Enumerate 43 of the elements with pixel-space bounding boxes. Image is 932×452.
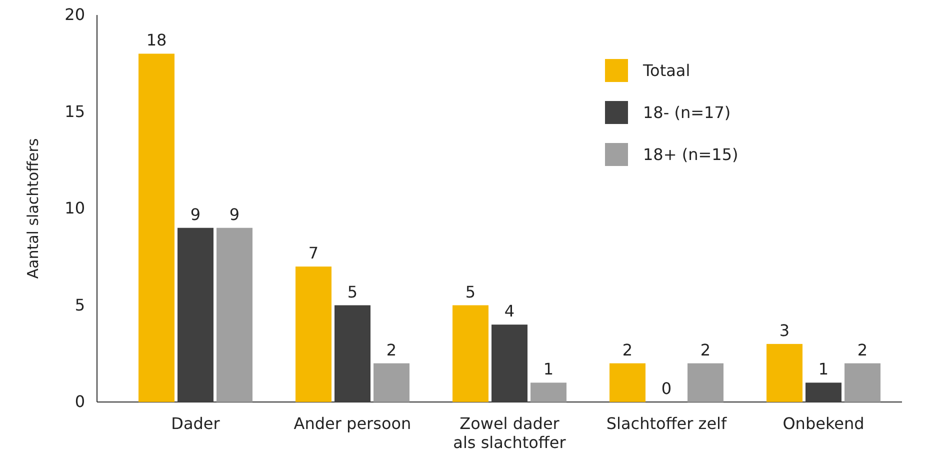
- data-label: 3: [779, 320, 790, 340]
- data-label: 2: [386, 340, 397, 360]
- data-label: 2: [622, 340, 633, 360]
- bar: [492, 324, 528, 402]
- bar: [452, 305, 488, 402]
- y-tick-label: 15: [64, 102, 85, 121]
- data-label: 7: [308, 244, 319, 263]
- y-tick-label: 20: [64, 5, 85, 24]
- bar: [806, 382, 842, 402]
- bar: [530, 382, 566, 402]
- x-tick-label: Slachtoffer zelf: [606, 414, 727, 433]
- data-label: 5: [347, 282, 358, 302]
- bar: [610, 363, 646, 402]
- y-tick-label: 0: [74, 392, 85, 412]
- legend-label: 18+ (n=15): [643, 145, 738, 164]
- y-tick-label: 5: [74, 295, 85, 314]
- bar: [766, 344, 802, 402]
- y-tick-label: 10: [64, 198, 85, 218]
- data-label: 2: [700, 340, 711, 360]
- data-label: 2: [857, 340, 868, 360]
- x-tick-label: Dader: [171, 414, 220, 433]
- legend-label: 18- (n=17): [643, 103, 731, 122]
- bar: [296, 266, 332, 402]
- y-axis-title: Aantal slachtoffers: [24, 138, 42, 279]
- data-label: 4: [504, 302, 515, 321]
- bar: [216, 228, 252, 402]
- bar: [334, 305, 370, 402]
- bar: [844, 363, 880, 402]
- data-label: 5: [465, 282, 476, 302]
- data-label: 1: [818, 360, 829, 379]
- x-tick-label: Zowel dader als slachtoffer: [453, 414, 566, 452]
- x-tick-label: Ander persoon: [294, 414, 412, 433]
- legend-label: Totaal: [642, 61, 690, 80]
- data-label: 18: [146, 30, 167, 50]
- data-label: 1: [543, 360, 554, 379]
- bar: [178, 228, 214, 402]
- x-tick-label: Onbekend: [782, 414, 864, 433]
- bar: [374, 363, 410, 402]
- data-label: 9: [190, 204, 201, 224]
- data-label: 0: [661, 379, 672, 398]
- bar: [688, 363, 724, 402]
- data-label: 9: [229, 204, 240, 224]
- bar: [138, 54, 174, 402]
